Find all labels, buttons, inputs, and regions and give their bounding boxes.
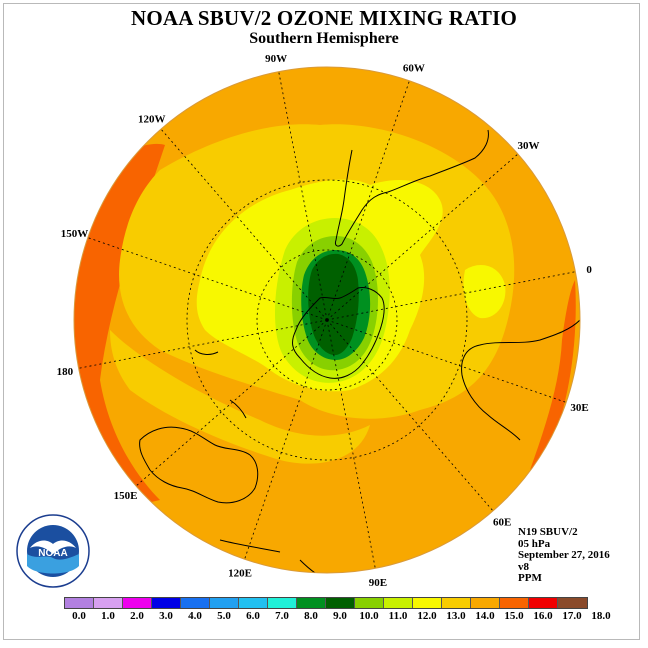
info-satellite: N19 SBUV/2: [518, 526, 578, 538]
colorbar-tick-label: 18.0: [591, 610, 611, 622]
longitude-label: 120W: [138, 114, 166, 126]
colorbar-swatch: [239, 598, 268, 608]
longitude-label: 90W: [265, 53, 287, 65]
map-title: NOAA SBUV/2 OZONE MIXING RATIO: [131, 6, 517, 30]
longitude-label: 120E: [228, 568, 252, 580]
colorbar-tick-label: 13.0: [446, 610, 466, 622]
coast-antarctica: [292, 287, 385, 379]
colorbar-swatch: [384, 598, 413, 608]
info-block: N19 SBUV/2 05 hPa September 27, 2016 v8 …: [518, 526, 610, 585]
colorbar-tick-label: 17.0: [562, 610, 582, 622]
coast-new-zealand: [194, 349, 247, 419]
map-outline: [73, 66, 581, 574]
longitude-label: 150E: [114, 490, 138, 502]
colorbar-tick-label: 3.0: [159, 610, 173, 622]
colorbar-tick-label: 10.0: [359, 610, 379, 622]
lat-circle-60: [256, 249, 398, 391]
longitude-label: 30E: [570, 402, 588, 414]
colorbar-swatch: [529, 598, 558, 608]
colorbar-swatch: [65, 598, 94, 608]
longitude-label: 90E: [369, 577, 387, 589]
colorbar-tick-label: 0.0: [72, 610, 86, 622]
noaa-logo-text: NOAA: [38, 548, 67, 559]
longitude-label: 180: [57, 366, 74, 378]
graticule: [78, 71, 576, 569]
lat-circle-30: [186, 179, 468, 461]
longitude-label: 60E: [493, 517, 511, 529]
field-gold-ring: [110, 330, 370, 464]
colorbar-swatch: [355, 598, 384, 608]
colorbar-swatch: [326, 598, 355, 608]
colorbar-ticks: 0.0 1.0 2.0 3.0 4.0 5.0 6.0 7.0 8.0 9.0 10.0 11.0 12…: [50, 610, 611, 624]
field-yellow-small: [463, 265, 506, 319]
meridian-line: [326, 271, 576, 321]
colorbar-tick-label: 2.0: [130, 610, 144, 622]
noaa-logo: NOAA: [16, 514, 90, 593]
longitude-label: 60W: [403, 63, 425, 75]
coastlines: [139, 129, 580, 573]
colorbar-swatch: [297, 598, 326, 608]
info-version: v8: [518, 560, 529, 573]
colorbar-swatch: [268, 598, 297, 608]
coast-indonesia: [219, 539, 331, 573]
longitude-labels: 90W 60W 30W 0 30E 60E 90E 120E 150E 180 150W 120W: [57, 53, 593, 589]
colorbar-tick-label: 4.0: [188, 610, 202, 622]
colorbar-swatch: [442, 598, 471, 608]
info-date: September 27, 2016: [518, 549, 610, 561]
map-subtitle: Southern Hemisphere: [249, 30, 399, 47]
figure-frame: [3, 3, 640, 640]
coast-australia: [139, 426, 259, 504]
colorbar-tick-label: 9.0: [333, 610, 347, 622]
ozone-field: [74, 67, 580, 573]
info-level: 05 hPa: [518, 537, 551, 550]
colorbar-swatch: [413, 598, 442, 608]
colorbar-swatch: [152, 598, 181, 608]
colorbar-tick-label: 7.0: [275, 610, 289, 622]
meridian-line: [87, 237, 328, 321]
colorbar-tick-label: 12.0: [417, 610, 437, 622]
field-dark-green: [308, 253, 359, 356]
meridian-line: [135, 319, 328, 487]
longitude-label: 150W: [61, 228, 89, 240]
meridian-line: [326, 319, 494, 512]
info-units: PPM: [518, 572, 542, 584]
colorbar: [64, 597, 588, 609]
colorbar-swatch: [558, 598, 587, 608]
colorbar-swatch: [210, 598, 239, 608]
meridian-line: [326, 319, 567, 403]
colorbar-tick-label: 11.0: [388, 610, 408, 622]
meridian-line: [160, 128, 328, 321]
longitude-label: 30W: [518, 140, 540, 152]
meridian-line: [78, 319, 328, 369]
meridian-line: [326, 153, 519, 321]
field-redorange-east: [530, 280, 576, 470]
colorbar-tick-label: 14.0: [475, 610, 495, 622]
colorbar-tick-label: 5.0: [217, 610, 231, 622]
colorbar-tick-label: 15.0: [504, 610, 524, 622]
coast-south-america: [335, 129, 489, 247]
meridian-line: [278, 71, 328, 321]
meridian-line: [326, 319, 376, 569]
colorbar-tick-label: 8.0: [304, 610, 318, 622]
colorbar-swatch: [500, 598, 529, 608]
colorbar-swatch: [471, 598, 500, 608]
meridian-line: [326, 80, 410, 321]
colorbar-tick-label: 6.0: [246, 610, 260, 622]
colorbar-tick-label: 16.0: [533, 610, 553, 622]
longitude-label: 0: [586, 264, 592, 276]
colorbar-swatch: [181, 598, 210, 608]
coast-africa: [461, 319, 580, 441]
meridian-line: [244, 319, 328, 560]
colorbar-swatch: [94, 598, 123, 608]
colorbar-swatch: [123, 598, 152, 608]
colorbar-tick-label: 1.0: [101, 610, 115, 622]
